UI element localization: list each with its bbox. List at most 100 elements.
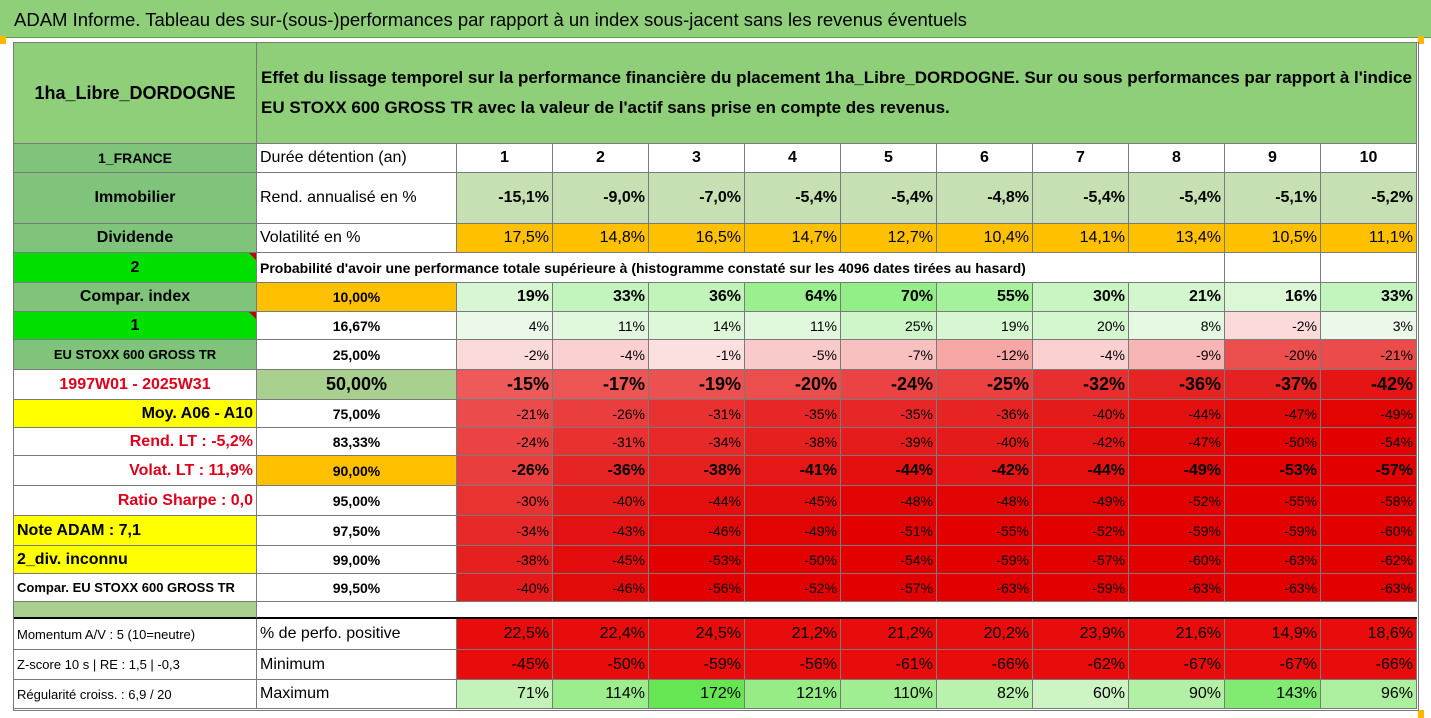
max-value[interactable]: 71% (457, 680, 553, 709)
percentile-cell[interactable]: -63% (1225, 546, 1321, 574)
percentile-cell[interactable]: -57% (1033, 546, 1129, 574)
percentile-cell[interactable]: -42% (1033, 428, 1129, 456)
rend-value[interactable]: -5,2% (1321, 173, 1417, 224)
percentile-cell[interactable]: 8% (1129, 312, 1225, 340)
rend-value[interactable]: -5,4% (1033, 173, 1129, 224)
percentile-cell[interactable]: -31% (649, 400, 745, 428)
percentile-cell[interactable]: -4% (553, 340, 649, 370)
percentile-cell[interactable]: -20% (745, 370, 841, 400)
percentile-cell[interactable]: -45% (745, 486, 841, 516)
year-header[interactable]: 7 (1033, 144, 1129, 173)
pct-value[interactable]: 14,9% (1225, 619, 1321, 650)
percentile-cell[interactable]: 55% (937, 283, 1033, 312)
rend-value[interactable]: -5,1% (1225, 173, 1321, 224)
min-value[interactable]: -66% (937, 650, 1033, 680)
green-marker-1[interactable]: 1 (14, 312, 257, 340)
threshold-value[interactable]: 50,00% (257, 370, 457, 400)
percentile-cell[interactable]: -38% (457, 546, 553, 574)
percentile-cell[interactable]: -60% (1321, 516, 1417, 546)
threshold-value[interactable]: 99,00% (257, 546, 457, 574)
div-label[interactable]: 2_div. inconnu (14, 546, 257, 574)
volat-value[interactable]: 12,7% (841, 224, 937, 253)
percentile-cell[interactable]: 21% (1129, 283, 1225, 312)
threshold-value[interactable]: 10,00% (257, 283, 457, 312)
blank-cell[interactable] (1321, 253, 1417, 283)
pct-positive-label[interactable]: % de perfo. positive (257, 619, 457, 650)
max-value[interactable]: 60% (1033, 680, 1129, 709)
threshold-value[interactable]: 83,33% (257, 428, 457, 456)
percentile-cell[interactable]: -2% (457, 340, 553, 370)
rend-lt-label[interactable]: Rend. LT : -5,2% (14, 428, 257, 456)
percentile-cell[interactable]: 11% (745, 312, 841, 340)
percentile-cell[interactable]: 4% (457, 312, 553, 340)
rend-value[interactable]: -15,1% (457, 173, 553, 224)
percentile-cell[interactable]: -44% (1033, 456, 1129, 486)
percentile-cell[interactable]: -49% (1321, 400, 1417, 428)
pct-value[interactable]: 24,5% (649, 619, 745, 650)
index-name-label[interactable]: EU STOXX 600 GROSS TR (14, 340, 257, 370)
percentile-cell[interactable]: -53% (1225, 456, 1321, 486)
percentile-cell[interactable]: 16% (1225, 283, 1321, 312)
period-label[interactable]: 1997W01 - 2025W31 (14, 370, 257, 400)
maximum-label[interactable]: Maximum (257, 680, 457, 709)
max-value[interactable]: 110% (841, 680, 937, 709)
note-label[interactable]: Note ADAM : 7,1 (14, 516, 257, 546)
year-header[interactable]: 8 (1129, 144, 1225, 173)
min-value[interactable]: -45% (457, 650, 553, 680)
percentile-cell[interactable]: 19% (937, 312, 1033, 340)
blank-cell[interactable] (1225, 253, 1321, 283)
year-header[interactable]: 6 (937, 144, 1033, 173)
percentile-cell[interactable]: -44% (1129, 400, 1225, 428)
volat-lt-label[interactable]: Volat. LT : 11,9% (14, 456, 257, 486)
percentile-cell[interactable]: -46% (649, 516, 745, 546)
percentile-cell[interactable]: -21% (457, 400, 553, 428)
percentile-cell[interactable]: -25% (937, 370, 1033, 400)
proba-header[interactable]: Probabilité d'avoir une performance tota… (257, 253, 1225, 283)
min-value[interactable]: -67% (1129, 650, 1225, 680)
percentile-cell[interactable]: -53% (649, 546, 745, 574)
percentile-cell[interactable]: 33% (1321, 283, 1417, 312)
year-header[interactable]: 1 (457, 144, 553, 173)
percentile-cell[interactable]: -59% (937, 546, 1033, 574)
percentile-cell[interactable]: -4% (1033, 340, 1129, 370)
percentile-cell[interactable]: -54% (841, 546, 937, 574)
rend-value[interactable]: -5,4% (841, 173, 937, 224)
percentile-cell[interactable]: -51% (841, 516, 937, 546)
pct-value[interactable]: 21,6% (1129, 619, 1225, 650)
percentile-cell[interactable]: -59% (1129, 516, 1225, 546)
max-value[interactable]: 121% (745, 680, 841, 709)
percentile-cell[interactable]: -35% (745, 400, 841, 428)
pct-value[interactable]: 23,9% (1033, 619, 1129, 650)
percentile-cell[interactable]: -21% (1321, 340, 1417, 370)
percentile-cell[interactable]: -26% (553, 400, 649, 428)
percentile-cell[interactable]: -63% (1321, 574, 1417, 602)
percentile-cell[interactable]: -20% (1225, 340, 1321, 370)
percentile-cell[interactable]: -44% (649, 486, 745, 516)
percentile-cell[interactable]: -32% (1033, 370, 1129, 400)
volat-value[interactable]: 10,5% (1225, 224, 1321, 253)
rend-value[interactable]: -5,4% (745, 173, 841, 224)
percentile-cell[interactable]: -55% (937, 516, 1033, 546)
pct-value[interactable]: 22,4% (553, 619, 649, 650)
year-header[interactable]: 10 (1321, 144, 1417, 173)
percentile-cell[interactable]: -58% (1321, 486, 1417, 516)
percentile-cell[interactable]: -46% (553, 574, 649, 602)
percentile-cell[interactable]: -57% (841, 574, 937, 602)
percentile-cell[interactable]: -49% (1033, 486, 1129, 516)
year-header[interactable]: 9 (1225, 144, 1321, 173)
year-header[interactable]: 4 (745, 144, 841, 173)
percentile-cell[interactable]: -41% (745, 456, 841, 486)
percentile-cell[interactable]: -26% (457, 456, 553, 486)
percentile-cell[interactable]: -59% (1033, 574, 1129, 602)
percentile-cell[interactable]: -50% (745, 546, 841, 574)
country-label[interactable]: 1_FRANCE (14, 144, 257, 173)
percentile-cell[interactable]: 25% (841, 312, 937, 340)
percentile-cell[interactable]: -60% (1129, 546, 1225, 574)
pct-value[interactable]: 22,5% (457, 619, 553, 650)
percentile-cell[interactable]: -9% (1129, 340, 1225, 370)
percentile-cell[interactable]: 14% (649, 312, 745, 340)
year-header[interactable]: 3 (649, 144, 745, 173)
max-value[interactable]: 172% (649, 680, 745, 709)
percentile-cell[interactable]: -36% (937, 400, 1033, 428)
percentile-cell[interactable]: -52% (1129, 486, 1225, 516)
